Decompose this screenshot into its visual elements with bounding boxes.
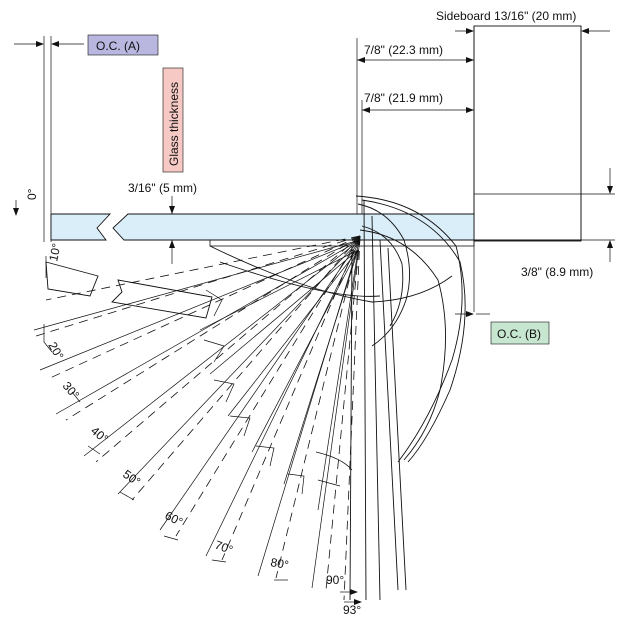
angle-label-90: 90° xyxy=(326,573,344,587)
dim-8-9-label: 3/8" (8.9 mm) xyxy=(521,265,593,279)
glass-thickness-text: Glass thickness xyxy=(167,82,181,166)
dim-5mm-label: 3/16" (5 mm) xyxy=(128,181,197,195)
oc-a-text: O.C. (A) xyxy=(96,39,140,53)
angle-label-80: 80° xyxy=(269,555,289,572)
glass-thickness-label: Glass thickness xyxy=(162,67,184,173)
angle-label-50: 50° xyxy=(120,467,143,489)
dim-21-9-label: 7/8" (21.9 mm) xyxy=(364,91,443,105)
angle-label-20: 20° xyxy=(45,340,66,363)
oc-b-label: O.C. (B) xyxy=(490,321,550,345)
glass-10deg xyxy=(45,261,213,319)
glass-edge-wedges xyxy=(203,289,353,495)
angle-label-10: 10° xyxy=(46,242,64,263)
angle-rays xyxy=(33,235,361,601)
angle-label-93: 93° xyxy=(343,603,361,617)
hinge-arm-curves xyxy=(209,195,466,601)
angle-label-60: 60° xyxy=(163,508,186,529)
angle-label-30: 30° xyxy=(60,379,83,402)
angle-label-70: 70° xyxy=(213,538,235,557)
glass-panel xyxy=(50,213,475,247)
angle-label-0: 0° xyxy=(25,188,39,200)
dim-22-3-label: 7/8" (22.3 mm) xyxy=(364,43,443,57)
sideboard-label: Sideboard 13/16" (20 mm) xyxy=(436,9,576,23)
oc-b-text: O.C. (B) xyxy=(497,327,541,341)
oc-a-label: O.C. (A) xyxy=(87,34,159,56)
angle-label-40: 40° xyxy=(88,424,111,447)
